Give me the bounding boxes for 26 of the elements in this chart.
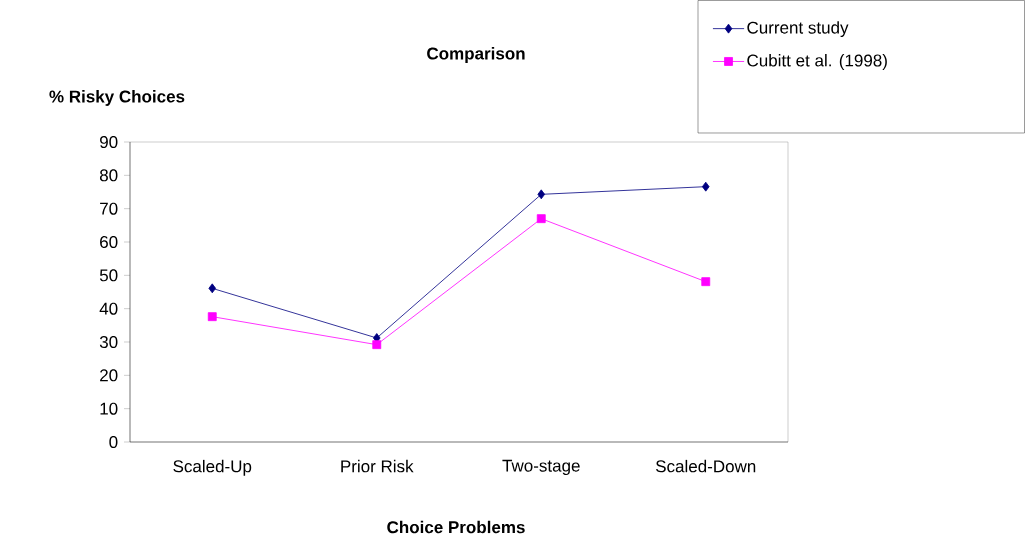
x-tick-label: Two-stage [502, 459, 580, 476]
y-tick-label: 70 [100, 202, 118, 215]
legend-label: Current study [747, 21, 849, 38]
point [537, 189, 546, 200]
y-tick-label: 80 [99, 169, 118, 182]
point [372, 340, 382, 350]
point [207, 312, 217, 322]
x-axis-title: Choice Problems [387, 520, 525, 534]
legend-label: Cubitt et al. (1998) [747, 54, 887, 70]
y-tick-label: 60 [100, 235, 118, 249]
chart-title: Comparison [427, 47, 525, 63]
point [701, 181, 710, 192]
x-tick-label: Prior Risk [341, 459, 414, 473]
y-tick-label: 30 [99, 335, 118, 349]
y-tick-label: 90 [100, 135, 118, 149]
y-tick-label: 0 [109, 435, 118, 449]
point [701, 277, 711, 287]
point [208, 283, 217, 294]
x-tick-label: Scaled-Up [173, 459, 252, 476]
y-tick-label: 50 [99, 269, 118, 282]
y-tick-label: 10 [100, 402, 118, 415]
x-tick-label: Scaled-Down [655, 459, 756, 473]
y-axis-title: % Risky Choices [49, 90, 185, 106]
y-tick-label: 40 [99, 302, 118, 315]
y-tick-label: 20 [100, 369, 118, 382]
point [536, 214, 546, 224]
